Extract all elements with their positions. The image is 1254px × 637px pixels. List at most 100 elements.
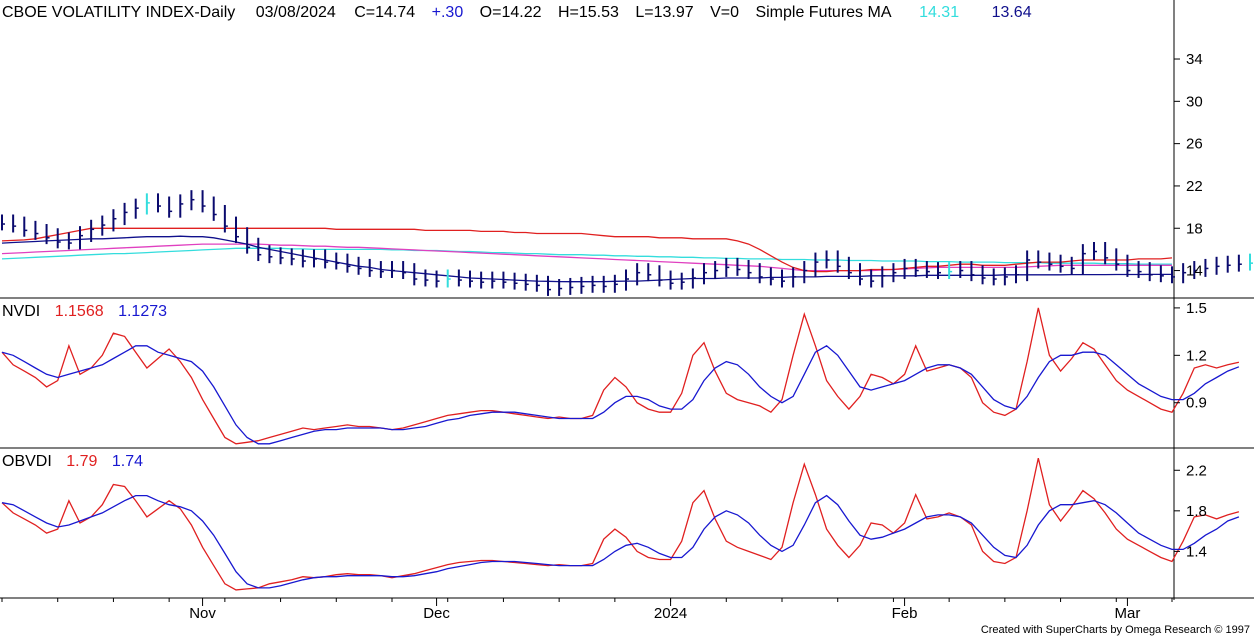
price-bar xyxy=(591,275,596,293)
price-tick-label: 18 xyxy=(1186,220,1203,237)
price-bar xyxy=(992,268,997,286)
price-bar xyxy=(67,232,72,250)
price-bar xyxy=(658,265,663,287)
price-ohlc-bars xyxy=(1,190,1253,296)
price-bar xyxy=(836,250,841,273)
header-close: C=14.74 xyxy=(354,4,415,21)
price-moving-averages xyxy=(1,227,1173,283)
nvdi-legend: NVDI 1.1568 1.1273 xyxy=(2,303,167,320)
price-bar xyxy=(847,256,852,280)
price-bar xyxy=(680,272,685,290)
price-bar xyxy=(1026,250,1031,282)
price-bar xyxy=(56,228,61,249)
credit-text: Created with SuperCharts by Omega Resear… xyxy=(981,624,1250,636)
header-date: 03/08/2024 xyxy=(256,4,336,21)
price-bar xyxy=(413,263,418,286)
price-bar xyxy=(23,216,28,237)
price-bar xyxy=(636,263,641,286)
price-bar xyxy=(1193,261,1198,280)
price-bar xyxy=(647,263,652,282)
price-bar xyxy=(859,263,863,286)
price-bar xyxy=(725,257,730,277)
price-bar xyxy=(313,249,317,268)
price-axis-ticks: 14 18 22 26 30 34 xyxy=(1174,51,1203,280)
nvdi-red-line xyxy=(1,307,1240,445)
obvdi-axis-ticks: 1.4 1.8 2.2 xyxy=(1174,462,1207,560)
price-bar xyxy=(368,258,373,277)
price-bar xyxy=(903,258,908,280)
price-bar xyxy=(569,277,574,295)
price-bar xyxy=(959,261,964,278)
obvdi-red-line xyxy=(1,457,1240,591)
obvdi-value-red: 1.79 xyxy=(66,453,97,470)
price-bar xyxy=(201,190,206,213)
price-bar xyxy=(892,263,897,283)
price-bar xyxy=(223,204,228,233)
price-bar xyxy=(513,272,518,290)
price-bar xyxy=(1059,254,1064,273)
header-indicator: Simple Futures MA xyxy=(755,4,891,21)
price-bar xyxy=(769,267,774,286)
price-bar xyxy=(970,261,975,282)
nvdi-axis-ticks: 0.9 1.2 1.5 xyxy=(1174,300,1207,412)
price-bar xyxy=(781,269,785,288)
nvdi-tick-label: 1.5 xyxy=(1186,300,1207,317)
price-bar xyxy=(1,214,5,231)
price-bar xyxy=(925,261,930,278)
price-panel: 14 18 22 26 30 34 xyxy=(1,51,1253,296)
price-bar xyxy=(1081,244,1086,275)
price-bar xyxy=(290,248,295,266)
price-bar xyxy=(1148,262,1153,282)
price-bar xyxy=(1115,248,1120,271)
nvdi-series xyxy=(1,307,1240,445)
ma-cyan-line xyxy=(1,247,1172,265)
obvdi-panel: 1.4 1.8 2.2 xyxy=(1,457,1240,591)
price-bar xyxy=(168,196,173,218)
nvdi-value-blue: 1.1273 xyxy=(118,303,167,320)
nvdi-label: NVDI xyxy=(2,303,40,320)
price-bar xyxy=(558,279,563,296)
obvdi-value-blue: 1.74 xyxy=(112,453,143,470)
price-bar xyxy=(881,266,886,288)
obvdi-legend: OBVDI 1.79 1.74 xyxy=(2,453,143,470)
nvdi-value-red: 1.1568 xyxy=(55,303,104,320)
obvdi-tick-label: 1.4 xyxy=(1186,543,1207,560)
header-open: O=14.22 xyxy=(480,4,542,21)
price-bar xyxy=(101,215,106,236)
price-bar xyxy=(90,219,95,242)
price-bar xyxy=(914,258,919,277)
price-bar xyxy=(134,198,139,219)
price-bar xyxy=(1126,254,1131,277)
price-bar xyxy=(948,262,953,280)
price-bar xyxy=(1249,253,1253,271)
price-bar xyxy=(1104,242,1109,265)
price-bar xyxy=(803,261,808,284)
chart-header: CBOE VOLATILITY INDEX-Daily 03/08/2024 C… xyxy=(2,4,1032,21)
obvdi-blue-line xyxy=(1,494,1240,589)
header-low: L=13.97 xyxy=(635,4,693,21)
panel-frames xyxy=(0,0,1254,600)
price-tick-label: 30 xyxy=(1186,93,1203,110)
obvdi-tick-label: 2.2 xyxy=(1186,462,1207,479)
header-ma2-value: 13.64 xyxy=(992,4,1032,21)
price-bar xyxy=(1137,261,1142,278)
price-bar xyxy=(469,270,473,288)
ma-navy-line xyxy=(1,235,1172,283)
price-bar xyxy=(279,247,284,265)
price-bar xyxy=(703,263,707,285)
price-bar xyxy=(257,237,262,262)
header-title: CBOE VOLATILITY INDEX-Daily xyxy=(2,4,235,21)
price-bar xyxy=(814,252,819,277)
x-tick-label: Dec xyxy=(423,605,450,622)
price-bar xyxy=(1182,263,1187,284)
price-bar xyxy=(580,276,585,294)
obvdi-series xyxy=(1,457,1240,591)
price-bar xyxy=(792,267,797,288)
price-bar xyxy=(335,252,340,270)
header-high: H=15.53 xyxy=(558,4,619,21)
price-bar xyxy=(480,271,485,289)
price-tick-label: 22 xyxy=(1186,178,1203,195)
price-bar xyxy=(602,275,607,293)
price-bar xyxy=(402,261,407,280)
